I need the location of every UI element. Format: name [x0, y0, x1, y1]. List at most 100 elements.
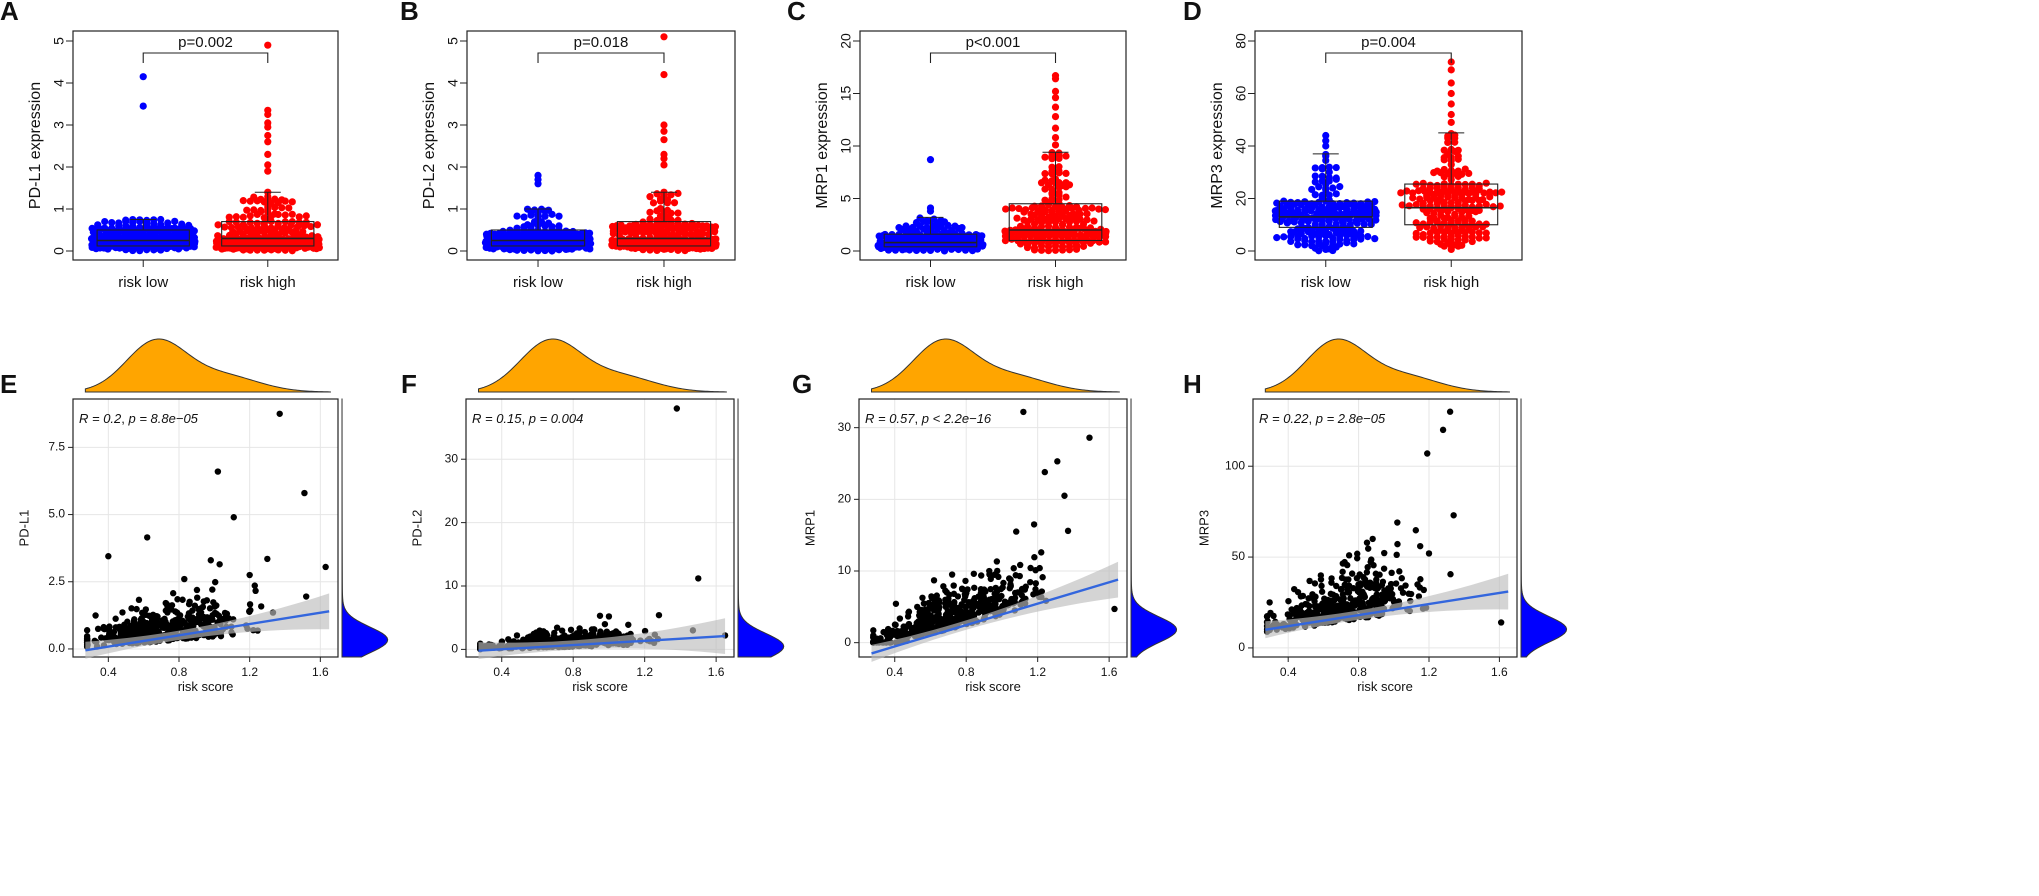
data-point [185, 221, 193, 229]
separator: , [1309, 411, 1316, 426]
beeswarm-panel-B: B 0 1 2 3 4 5 PD-L2 expression risk low risk high… [400, 0, 736, 291]
data-point [200, 598, 207, 605]
r-value: R = 0.15 [472, 411, 522, 426]
data-point [1350, 199, 1358, 207]
data-point [993, 558, 1001, 565]
data-point [264, 119, 272, 127]
data-point [186, 598, 193, 605]
data-point [1072, 223, 1081, 231]
data-point [1041, 196, 1049, 204]
data-point [142, 606, 150, 613]
data-point [1447, 79, 1455, 87]
data-point [1475, 181, 1483, 190]
data-point [264, 555, 271, 563]
regression-line [478, 634, 726, 652]
data-point [1013, 528, 1020, 535]
data-point [1318, 582, 1325, 590]
data-point [139, 102, 147, 110]
data-point [243, 206, 251, 214]
data-point [128, 622, 135, 629]
data-point [216, 561, 223, 568]
data-point [1295, 613, 1302, 620]
marginal-density-y [737, 398, 785, 658]
x-tick-label: 1.2 [1029, 665, 1046, 679]
data-point [688, 219, 696, 228]
x-tick-label: 0.4 [100, 665, 117, 679]
data-point [191, 602, 199, 609]
y-tick-label: 3 [445, 121, 461, 129]
data-point [1447, 100, 1455, 108]
data-point [1458, 241, 1466, 249]
data-point [951, 222, 959, 230]
data-point [1036, 564, 1043, 572]
data-point [991, 571, 998, 578]
y-tick-label: 1 [445, 205, 461, 213]
data-point [896, 615, 904, 622]
data-point [625, 621, 632, 628]
data-point [1397, 189, 1405, 197]
data-point [1446, 408, 1454, 415]
data-point [285, 204, 293, 212]
data-point [1372, 579, 1380, 587]
panel-label: A [0, 0, 19, 26]
data-point [1325, 173, 1333, 182]
data-point [978, 572, 985, 579]
data-point [1364, 233, 1372, 241]
data-point [1447, 89, 1455, 98]
data-point [271, 195, 279, 203]
data-point [1371, 235, 1379, 243]
y-tick-label: 5 [838, 194, 854, 202]
data-point [952, 609, 959, 617]
data-point [1088, 204, 1096, 212]
data-point [176, 612, 184, 619]
data-point [121, 627, 128, 635]
x-tick-label: 0.8 [1350, 665, 1367, 679]
data-point [1336, 183, 1344, 191]
data-point [520, 213, 528, 221]
data-point [937, 216, 945, 225]
data-point [935, 610, 942, 618]
data-point [904, 613, 912, 620]
data-point [943, 589, 950, 596]
data-point [1048, 163, 1056, 171]
data-point [174, 596, 181, 603]
y-axis-title: PD-L1 expression [27, 82, 44, 209]
r-value: R = 0.57 [865, 411, 915, 426]
marginal-density-y [341, 398, 389, 658]
data-point [936, 617, 944, 624]
data-point [1364, 563, 1371, 571]
data-point [1297, 593, 1305, 600]
data-point [1334, 606, 1342, 613]
y-tick-label: 2 [51, 163, 67, 171]
data-point [264, 131, 272, 140]
data-point [288, 198, 296, 206]
x-tick-label: risk low [513, 274, 563, 291]
data-point [301, 489, 308, 497]
data-point [959, 608, 966, 616]
y-tick-label: 15 [838, 86, 854, 102]
p-value: p = 8.8e−05 [128, 411, 199, 426]
data-point [193, 586, 201, 594]
data-point [1314, 604, 1321, 611]
data-point [1475, 220, 1483, 228]
data-point [162, 599, 169, 607]
data-point [1318, 588, 1326, 595]
data-point [567, 626, 575, 634]
data-point [172, 625, 180, 633]
data-point [1030, 243, 1039, 252]
data-point [569, 227, 577, 236]
data-point [221, 223, 229, 231]
data-point [1415, 593, 1423, 600]
data-point [669, 231, 677, 239]
marginal-density-x [871, 338, 1120, 393]
data-point [264, 161, 272, 169]
data-point [1430, 224, 1438, 232]
data-point [534, 171, 542, 179]
data-point [596, 612, 604, 619]
r-value: R = 0.2 [79, 411, 122, 426]
data-point [112, 615, 119, 622]
data-point [601, 620, 609, 628]
data-point [208, 614, 215, 621]
data-point [92, 612, 99, 619]
data-point [919, 594, 926, 601]
